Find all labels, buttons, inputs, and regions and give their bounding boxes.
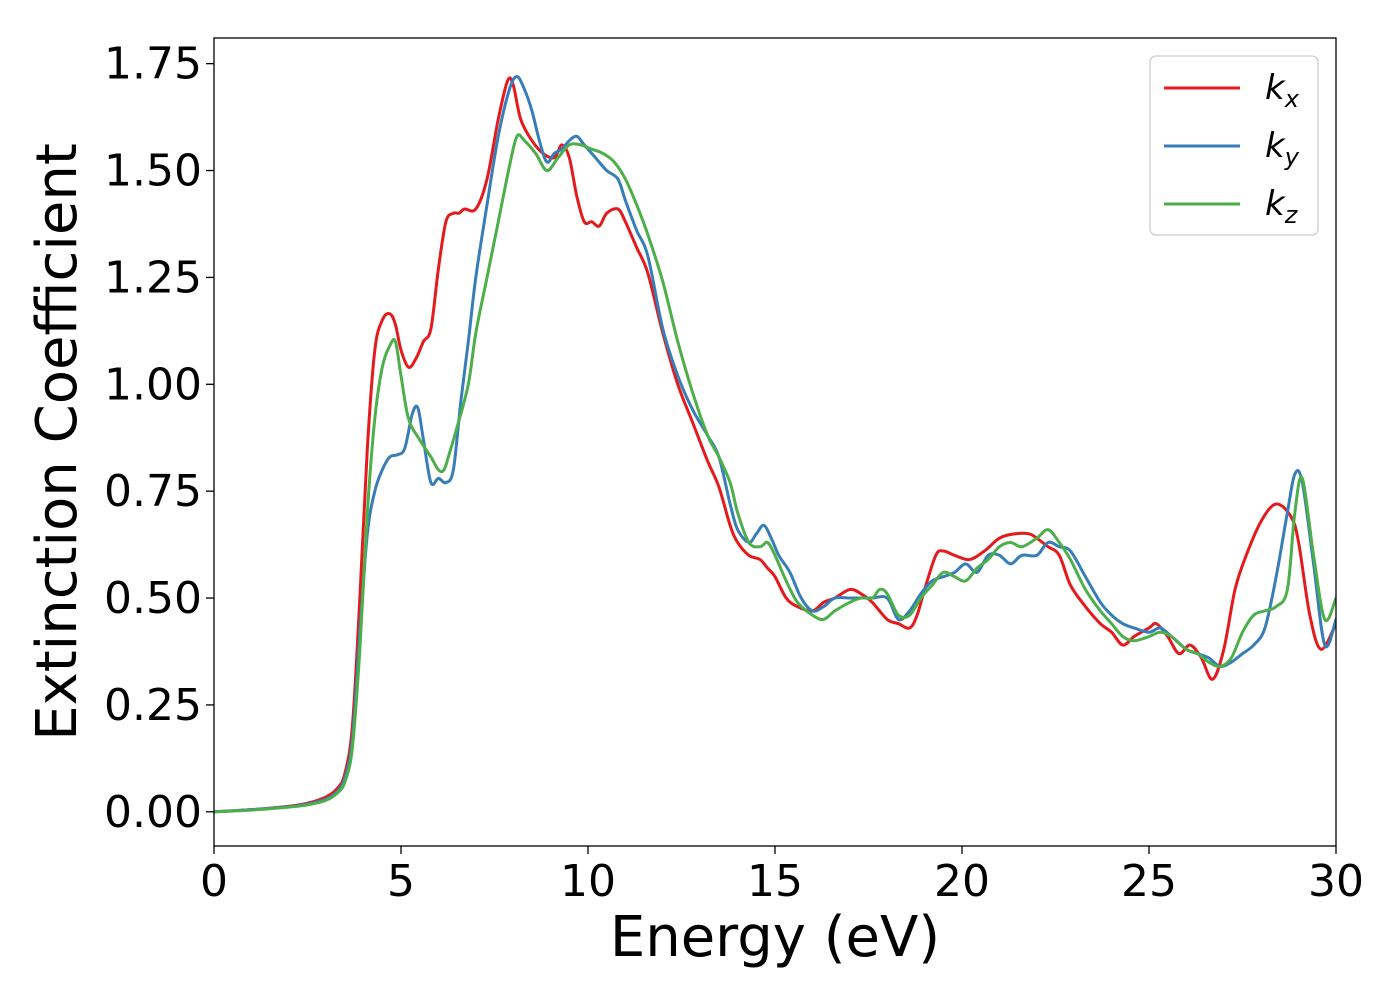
x-axis-title: Energy (eV) [610, 905, 940, 970]
y-axis: 0.00 0.25 0.50 0.75 1.00 1.25 1.50 1.75 [104, 39, 214, 838]
legend-label-k-y: ky [1265, 126, 1300, 171]
y-tick-label: 1.00 [104, 359, 202, 410]
y-tick-label: 0.00 [104, 787, 202, 838]
series-line-k-z [214, 133, 1336, 814]
y-tick-label: 0.50 [104, 573, 202, 624]
x-tick-label: 0 [200, 856, 228, 907]
y-tick-label: 0.75 [104, 466, 202, 517]
y-tick-label: 1.50 [104, 146, 202, 197]
legend-label-k-x: kx [1265, 68, 1300, 113]
series-line-k-y [214, 74, 1336, 814]
x-tick-label: 10 [560, 856, 616, 907]
legend-label-k-z: kz [1265, 184, 1299, 229]
x-tick-label: 30 [1308, 856, 1364, 907]
x-tick-label: 25 [1121, 856, 1177, 907]
x-axis: 0 5 10 15 20 25 30 [200, 846, 1364, 907]
x-tick-label: 5 [387, 856, 415, 907]
series-layer [214, 74, 1336, 814]
y-tick-label: 0.25 [104, 680, 202, 731]
y-tick-label: 1.25 [104, 252, 202, 303]
y-axis-title: Extinction Coefficient [25, 143, 90, 741]
x-tick-label: 20 [934, 856, 990, 907]
y-tick-label: 1.75 [104, 39, 202, 90]
series-line-k-x [214, 76, 1336, 814]
x-tick-label: 15 [747, 856, 803, 907]
legend: kx ky kz [1149, 55, 1319, 236]
plot-background [214, 38, 1336, 846]
